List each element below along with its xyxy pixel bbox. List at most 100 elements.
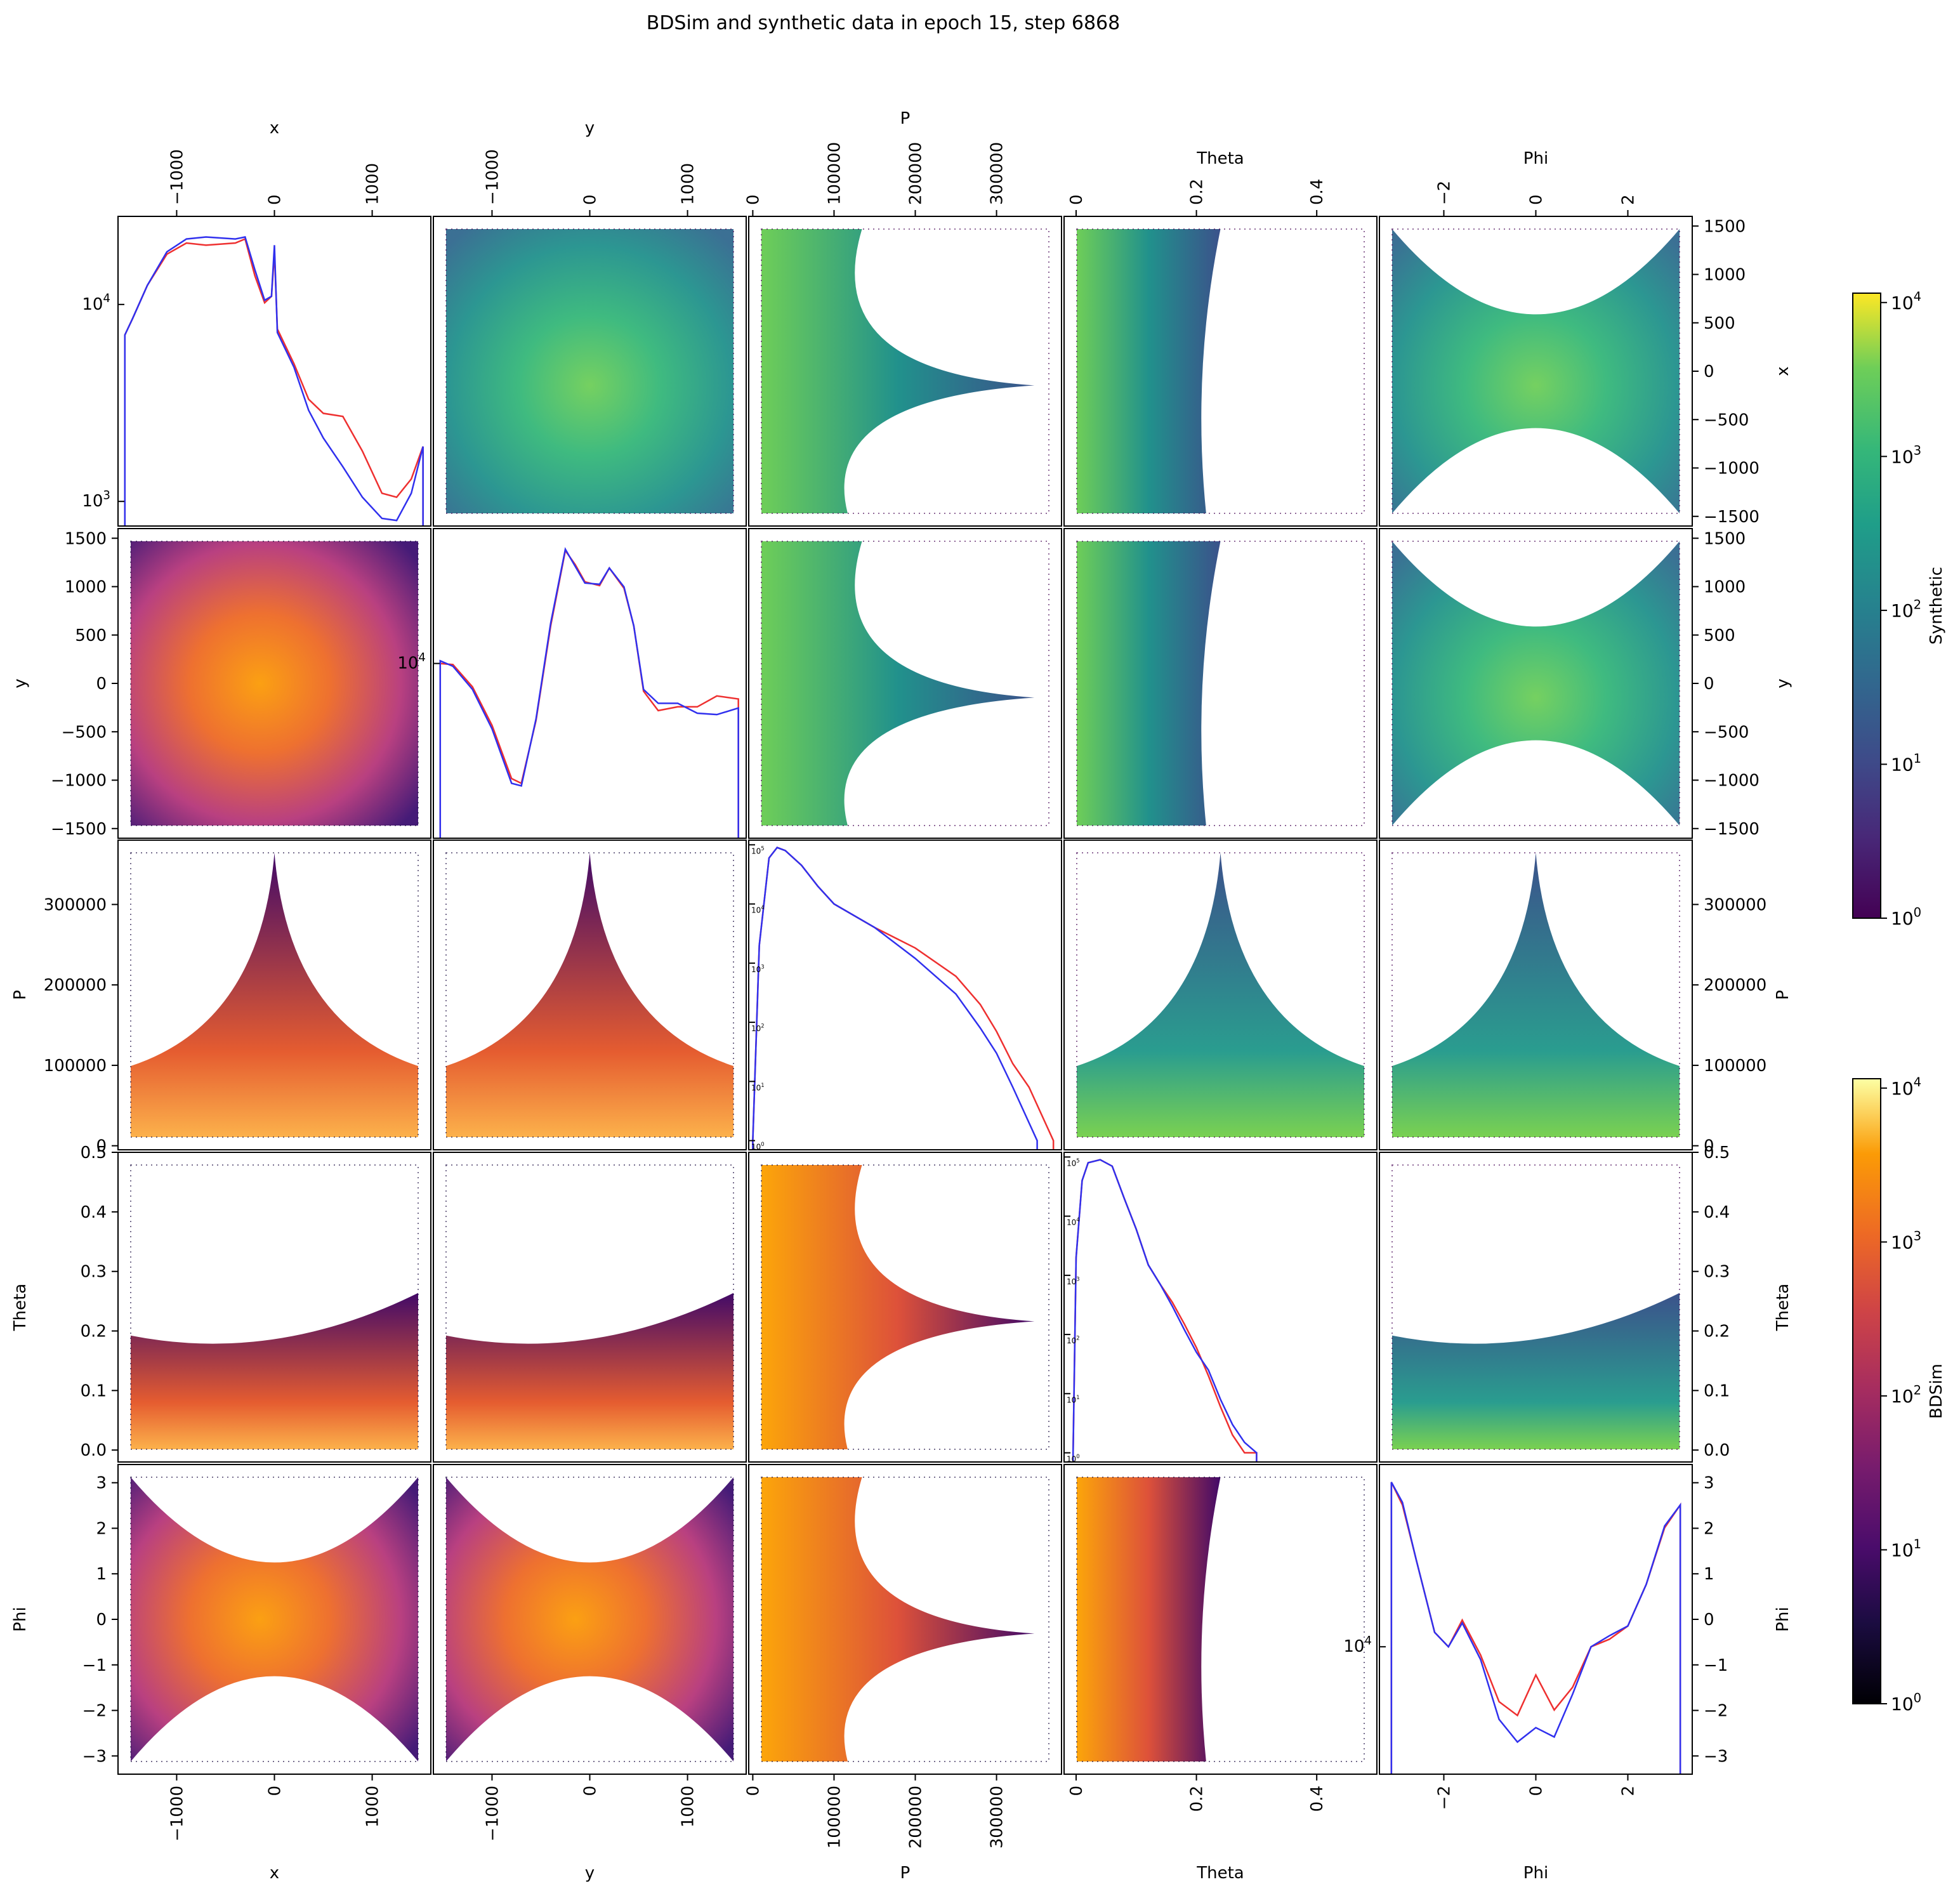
hist1d-Phi: 104 (1343, 1482, 1681, 1774)
row-tick-label-right: −1000 (1704, 459, 1759, 478)
hist2d-Phi-vs-x (130, 1477, 419, 1762)
colorbar-tick-label: 101 (1891, 751, 1921, 775)
row-label-left-y: y (11, 678, 30, 688)
row-label-left-Theta: Theta (11, 1284, 30, 1331)
row-tick-label-right: −2 (1704, 1702, 1728, 1721)
panel-frame (748, 528, 1062, 839)
diag-tick-label: 101 (1067, 1394, 1080, 1404)
row-tick-label-left: 0.0 (81, 1441, 107, 1460)
figure-title: BDSim and synthetic data in epoch 15, st… (647, 12, 1120, 34)
row-tick-label-left: −3 (82, 1747, 107, 1766)
hist2d-Phi-vs-Theta (1076, 1477, 1365, 1762)
diag-tick-label: 103 (82, 489, 110, 511)
colorbar-bdsim: 100 101 102 103 104 BDSim (1852, 1075, 1946, 1715)
row-tick-label-right: 1 (1704, 1565, 1714, 1584)
hist2d-y-vs-x (130, 541, 419, 826)
diag-tick-label: 101 (751, 1082, 765, 1092)
row-tick-label-left: 3 (96, 1474, 107, 1493)
row-tick-label-left: 300000 (44, 895, 107, 914)
colorbar-tick-label: 102 (1891, 1383, 1921, 1407)
row-tick-label-left: 0 (96, 1137, 107, 1156)
hist2d-P-vs-x (130, 852, 419, 1138)
col-tick-label-bottom: 200000 (907, 1786, 926, 1848)
diag-tick-label: 102 (751, 1023, 765, 1033)
col-tick-label-bottom: 1000 (364, 1786, 383, 1827)
hist2d-Theta-vs-x (130, 1164, 419, 1450)
col-tick-label-bottom: 0.4 (1308, 1786, 1327, 1812)
panel-frame (748, 1152, 1062, 1463)
col-tick-label-top: 0 (1527, 194, 1546, 205)
row-label-right-Phi: Phi (1773, 1607, 1792, 1631)
col-tick-label-top: −1000 (168, 149, 187, 205)
row-tick-label-right: −500 (1704, 411, 1749, 430)
row-tick-label-right: 0.0 (1704, 1441, 1730, 1460)
col-label-bottom-y: y (585, 1864, 595, 1883)
row-tick-label-left: −2 (82, 1702, 107, 1721)
hist-line-synthetic-y (439, 547, 739, 838)
row-tick-label-left: 0.2 (81, 1322, 107, 1341)
hist2d-Theta-vs-y (445, 1164, 734, 1450)
row-tick-label-left: 0.1 (81, 1381, 107, 1400)
hist2d-y-vs-P (761, 541, 1049, 826)
col-label-top-y: y (585, 119, 595, 138)
col-tick-label-top: 2 (1619, 194, 1638, 205)
colorbar-label: BDSim (1927, 1364, 1946, 1419)
hist2d-P-vs-Phi (1391, 852, 1680, 1138)
row-tick-label-right: 200000 (1704, 976, 1766, 995)
col-tick-label-top: 1000 (364, 163, 383, 205)
row-tick-label-right: 100000 (1704, 1057, 1766, 1076)
row-tick-label-left: 0 (96, 675, 107, 694)
hist2d-Phi-vs-P (761, 1477, 1049, 1762)
panel-frame (1063, 1152, 1378, 1463)
colorbar-tick-label: 103 (1891, 1229, 1921, 1253)
col-label-bottom-P: P (900, 1864, 911, 1883)
row-tick-label-right: 0.1 (1704, 1381, 1730, 1400)
row-tick-label-left: 2 (96, 1519, 107, 1538)
colorbar-tick-label: 102 (1891, 597, 1921, 621)
col-tick-label-top: 0 (581, 194, 600, 205)
panel-frame (1063, 1464, 1378, 1775)
row-tick-label-left: 0.3 (81, 1263, 107, 1282)
diag-tick-label: 104 (82, 292, 110, 314)
row-tick-label-right: 300000 (1704, 895, 1766, 914)
row-label-right-P: P (1773, 990, 1792, 1000)
colorbar-tick-label: 104 (1891, 1075, 1921, 1099)
hist1d-y: 104 (397, 547, 739, 838)
hist2d-x-vs-Theta (1076, 228, 1365, 514)
row-tick-label-right: 500 (1704, 626, 1735, 645)
row-tick-label-left: 1500 (65, 529, 107, 548)
colorbar-tick-label: 104 (1891, 289, 1921, 313)
diag-tick-label: 104 (751, 904, 765, 914)
row-tick-label-right: 0 (1704, 1137, 1714, 1156)
row-tick-label-right: −1000 (1704, 772, 1759, 791)
row-tick-label-right: 0.5 (1704, 1143, 1730, 1162)
colorbar-tick-label: 100 (1891, 905, 1921, 929)
col-tick-label-bottom: 0 (1527, 1786, 1546, 1796)
col-tick-label-top: 0 (1067, 194, 1086, 205)
panel-frame (1063, 216, 1378, 527)
col-tick-label-bottom: 0 (744, 1786, 763, 1796)
row-tick-label-right: −1500 (1704, 508, 1759, 527)
panel-frame (433, 839, 747, 1150)
col-tick-label-bottom: −2 (1435, 1786, 1454, 1810)
panel-frame (1379, 839, 1693, 1150)
row-tick-label-left: 0.4 (81, 1203, 107, 1222)
row-tick-label-left: −1000 (51, 772, 107, 791)
col-tick-label-bottom: 0 (1067, 1786, 1086, 1796)
hist2d-x-vs-P (761, 228, 1049, 514)
diag-tick-label: 104 (1067, 1216, 1080, 1227)
hist-line-bdsim-x (124, 237, 424, 526)
row-tick-label-right: 1000 (1704, 266, 1746, 285)
panel-frame (117, 1152, 431, 1463)
row-tick-label-right: 0 (1704, 675, 1714, 694)
colorbar-synthetic: 100 101 102 103 104 Synthetic (1852, 289, 1946, 929)
col-tick-label-top: 1000 (679, 163, 698, 205)
hist2d-P-vs-y (445, 852, 734, 1138)
col-label-top-Theta: Theta (1196, 149, 1244, 168)
row-tick-label-right: 3 (1704, 1474, 1714, 1493)
col-tick-label-top: 0 (744, 194, 763, 205)
hist2d-P-vs-Theta (1076, 852, 1365, 1138)
row-tick-label-right: 0.3 (1704, 1263, 1730, 1282)
col-label-bottom-x: x (270, 1864, 279, 1883)
row-tick-label-left: −1 (82, 1656, 107, 1675)
